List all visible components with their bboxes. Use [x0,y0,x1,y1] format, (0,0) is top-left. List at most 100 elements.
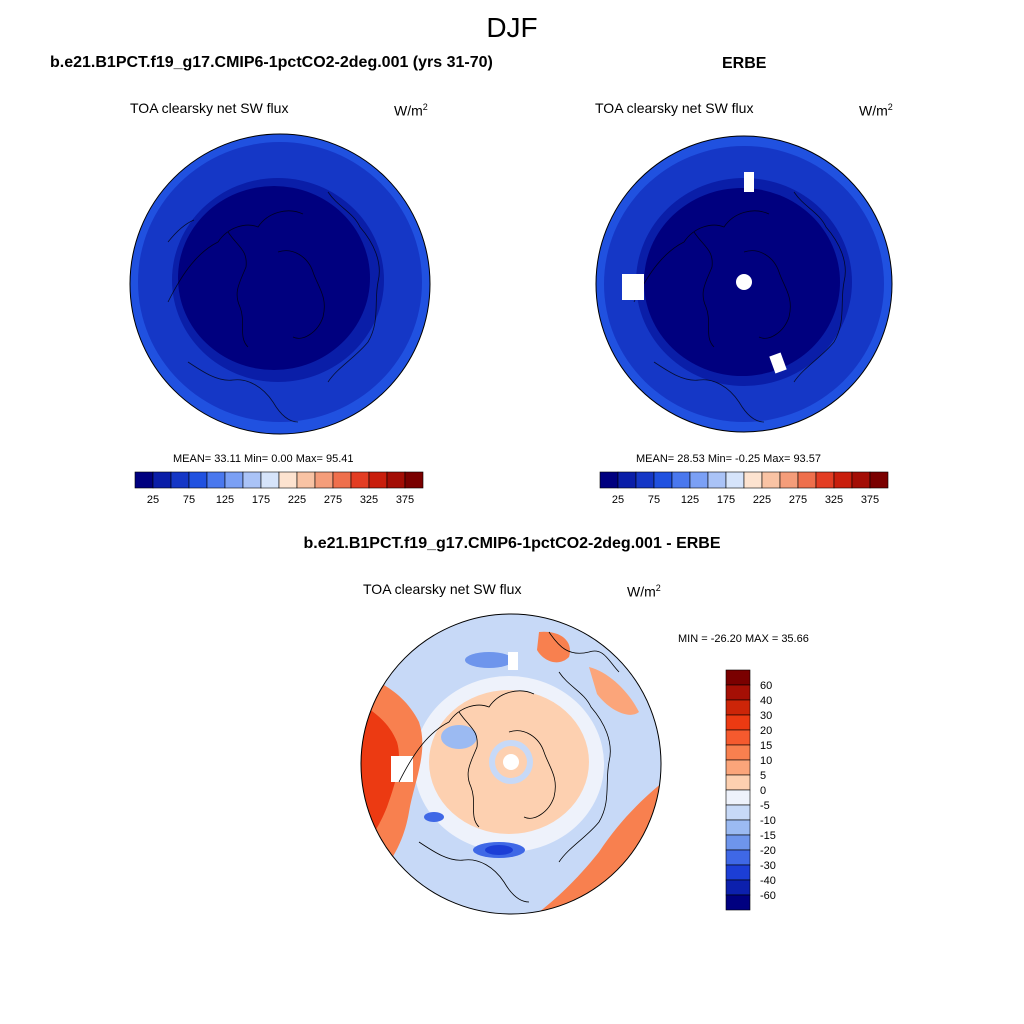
colorbar-tick-label: 25 [147,494,159,506]
colorbar-tick-label: -60 [760,890,776,902]
positive-anomaly-okhotsk [537,631,570,663]
colorbar-box [635,471,655,489]
colorbar-box [725,759,751,776]
colorbar-tick-label: 225 [753,494,771,506]
colorbar-box [761,471,781,489]
colorbar-box [386,471,406,489]
negative-anomaly-siberia [465,652,513,668]
colorbar-tick-label: -20 [760,845,776,857]
colorbar-box [851,471,871,489]
coastlines [633,191,846,423]
colorbar-box [725,804,751,821]
colorbar-tick-label: 125 [216,494,234,506]
colorbar-box [368,471,388,489]
missing-data-asia [744,172,754,192]
panel-1-title: b.e21.B1PCT.f19_g17.CMIP6-1pctCO2-2deg.0… [50,54,493,71]
colorbar-box [404,471,424,489]
colorbar-box [725,774,751,791]
polar-map-erbe [595,135,893,433]
colorbar-box [599,471,619,489]
colorbar-box [725,879,751,896]
colorbar-box [725,849,751,866]
colorbar-tick-label: 60 [760,680,772,692]
colorbar-tick-label: 325 [825,494,843,506]
colorbar-box [725,684,751,701]
missing-data-pole [503,754,519,770]
coastlines [167,191,380,423]
colorbar-box [725,714,751,731]
panel-2-title: ERBE [722,55,767,72]
colorbar-box [725,819,751,836]
colorbar-box [833,471,853,489]
colorbar-box [170,471,190,489]
colorbar-box [725,894,751,911]
colorbar-tick-label: 10 [760,755,772,767]
colorbar-box [671,471,691,489]
colorbar-box [152,471,172,489]
colorbar-box [617,471,637,489]
colorbar-box [332,471,352,489]
colorbar-tick-label: 75 [648,494,660,506]
contour-band-0-25 [178,186,370,370]
colorbar-tick-label: -40 [760,875,776,887]
colorbar-tick-label: -30 [760,860,776,872]
colorbar-box [260,471,280,489]
missing-data-atlantic [391,756,413,782]
colorbar-tick-label: 125 [681,494,699,506]
negative-anomaly-greenland-north [441,725,477,749]
colorbar-box [725,834,751,851]
colorbar-tick-label: 275 [324,494,342,506]
colorbar-tick-label: 275 [789,494,807,506]
missing-data-atlantic [622,274,644,300]
colorbar-tick-label: 175 [252,494,270,506]
colorbar-tick-label: 25 [612,494,624,506]
colorbar-box [869,471,889,489]
colorbar-tick-label: 175 [717,494,735,506]
colorbar-box [725,864,751,881]
colorbar-tick-label: 40 [760,695,772,707]
panel-3-units: W/m2 [627,583,661,600]
colorbar-box [224,471,244,489]
colorbar-tick-label: 75 [183,494,195,506]
colorbar-box [188,471,208,489]
coastlines [398,631,620,903]
colorbar-tick-label: 0 [760,785,766,797]
positive-anomaly-bering [589,667,639,715]
colorbar-box [743,471,763,489]
colorbar-tick-label: 225 [288,494,306,506]
colorbar-box [689,471,709,489]
missing-data-pole [736,274,752,290]
panel-1-variable: TOA clearsky net SW flux [130,100,289,116]
panel-2-variable: TOA clearsky net SW flux [595,100,754,116]
colorbar-box [725,699,751,716]
panel-1-units: W/m2 [394,102,428,119]
missing-data-asia [508,652,518,670]
missing-data-pacific [769,352,787,374]
colorbar-tick-label: -10 [760,815,776,827]
colorbar-tick-label: 375 [861,494,879,506]
negative-anomaly-europe-core [485,845,513,855]
colorbar-box [314,471,334,489]
colorbar-box [134,471,154,489]
colorbar-box [725,744,751,761]
colorbar-box [350,471,370,489]
colorbar-box [653,471,673,489]
colorbar-model: 25 75 125 175 225 275 325 375 [134,471,424,506]
panel-3-stats: MIN = -26.20 MAX = 35.66 [678,633,809,645]
panel-1-stats: MEAN= 33.11 Min= 0.00 Max= 95.41 [173,453,354,465]
colorbar-box [707,471,727,489]
colorbar-erbe: 25 75 125 175 225 275 325 375 [599,471,889,506]
colorbar-box [815,471,835,489]
negative-anomaly-greenland [424,812,444,822]
colorbar-tick-label: 325 [360,494,378,506]
colorbar-tick-label: 5 [760,770,766,782]
panel-3-variable: TOA clearsky net SW flux [363,581,522,597]
colorbar-box [242,471,262,489]
figure-title: DJF [486,12,538,43]
colorbar-box [278,471,298,489]
panel-2-stats: MEAN= 28.53 Min= -0.25 Max= 93.57 [636,453,821,465]
panel-3-title: b.e21.B1PCT.f19_g17.CMIP6-1pctCO2-2deg.0… [303,535,721,552]
colorbar-box [296,471,316,489]
colorbar-box [725,729,751,746]
colorbar-tick-label: -15 [760,830,776,842]
